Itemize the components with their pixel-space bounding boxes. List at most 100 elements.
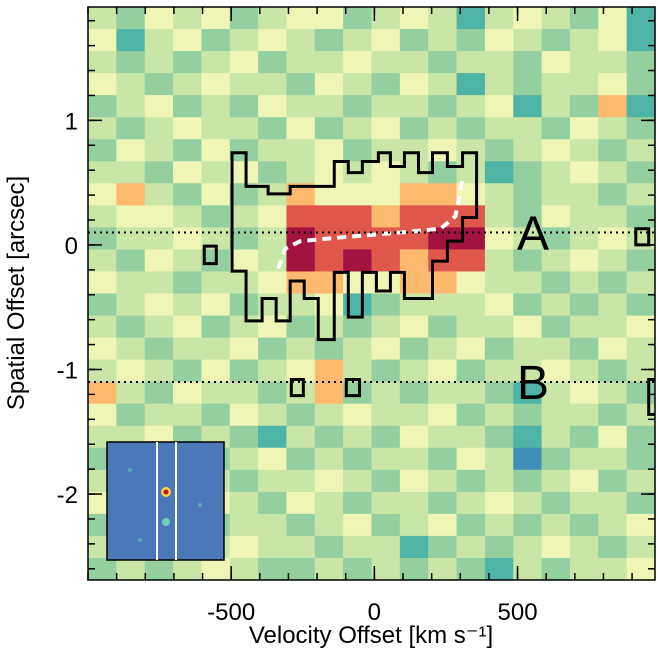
contour	[202, 244, 218, 266]
cell	[513, 447, 543, 471]
cell	[258, 491, 287, 515]
cell	[286, 469, 316, 493]
cell	[598, 315, 628, 339]
cell	[399, 117, 429, 140]
cell	[484, 381, 514, 405]
cell	[399, 161, 429, 184]
cell	[258, 513, 287, 537]
cell	[513, 95, 543, 118]
cell	[541, 73, 571, 96]
cell	[258, 403, 287, 427]
cell	[456, 535, 486, 559]
cell	[173, 315, 202, 339]
cell	[229, 403, 259, 427]
cell	[428, 293, 458, 317]
cell	[229, 535, 259, 559]
x-axis-label: Velocity Offset [km s⁻¹]	[249, 622, 493, 649]
cell	[484, 117, 514, 140]
cell	[484, 73, 514, 96]
inset-source	[163, 489, 169, 495]
cell	[343, 535, 372, 559]
cell	[314, 51, 344, 74]
cell	[88, 315, 117, 339]
cell	[201, 139, 231, 162]
cell	[598, 447, 628, 471]
cell	[258, 51, 287, 74]
cell	[626, 227, 655, 250]
cell	[88, 95, 117, 118]
cell	[258, 73, 287, 96]
cell	[116, 227, 146, 250]
cell	[626, 557, 655, 580]
cell	[371, 557, 401, 580]
cell	[88, 227, 117, 250]
cell	[541, 271, 571, 294]
cell	[428, 337, 458, 361]
cell	[598, 425, 628, 449]
cell	[484, 249, 514, 272]
cell	[598, 359, 628, 383]
cell	[399, 271, 429, 294]
cell	[484, 359, 514, 383]
cell	[626, 205, 655, 228]
cell	[399, 359, 429, 383]
cell	[456, 7, 486, 30]
cell	[286, 425, 316, 449]
cell	[229, 425, 259, 449]
cell	[371, 7, 401, 30]
cell	[541, 469, 571, 493]
cell	[144, 117, 174, 140]
cell	[88, 7, 117, 30]
cell	[258, 227, 287, 250]
cell	[144, 7, 174, 30]
contour	[230, 151, 479, 342]
cell	[88, 205, 117, 228]
cell	[626, 95, 655, 118]
cell	[173, 161, 202, 184]
x-tick-label: -500	[207, 599, 255, 626]
cell	[173, 139, 202, 162]
cell	[343, 491, 372, 515]
cell	[229, 315, 259, 339]
cell	[258, 95, 287, 118]
cell	[371, 29, 401, 52]
cell	[371, 403, 401, 427]
cell	[258, 425, 287, 449]
cell	[484, 227, 514, 250]
cell	[258, 117, 287, 140]
cell	[569, 315, 599, 339]
cell	[541, 535, 571, 559]
cell	[569, 337, 599, 361]
cell	[626, 469, 655, 493]
cell	[343, 183, 372, 206]
cell	[484, 337, 514, 361]
cell	[456, 491, 486, 515]
cell	[144, 51, 174, 74]
cell	[286, 95, 316, 118]
cell	[88, 29, 117, 52]
cell	[258, 557, 287, 580]
cell	[116, 29, 146, 52]
cell	[569, 139, 599, 162]
cell	[88, 271, 117, 294]
cell	[598, 557, 628, 580]
cell	[314, 447, 344, 471]
cell	[484, 139, 514, 162]
cell	[371, 491, 401, 515]
cell	[144, 73, 174, 96]
cell	[541, 29, 571, 52]
cell	[229, 381, 259, 405]
cell	[144, 29, 174, 52]
cell	[484, 557, 514, 580]
cell	[513, 491, 543, 515]
cell	[428, 469, 458, 493]
cell	[569, 51, 599, 74]
cell	[88, 359, 117, 383]
cell	[314, 117, 344, 140]
cell	[229, 271, 259, 294]
cell	[258, 337, 287, 361]
cell	[88, 337, 117, 361]
cell	[569, 161, 599, 184]
cell	[569, 381, 599, 405]
